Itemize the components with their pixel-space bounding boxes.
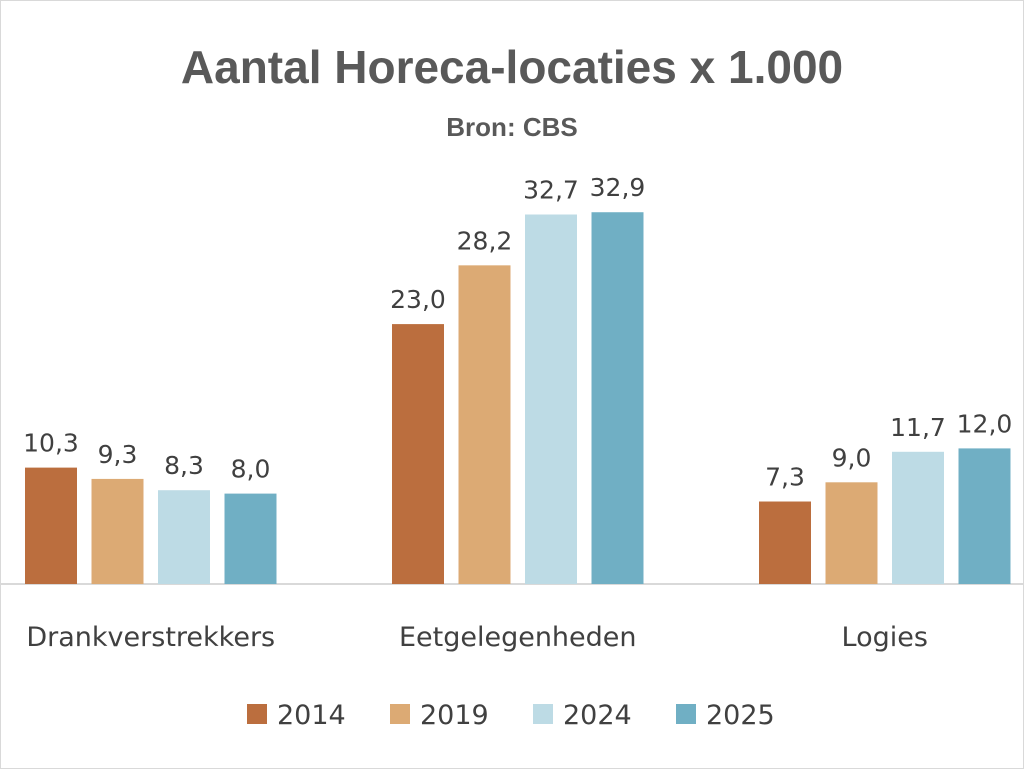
value-label-2019-logies: 9,0 — [832, 443, 872, 472]
bar-2024-drankverstrekkers — [158, 490, 210, 584]
chart-title: Aantal Horeca-locaties x 1.000 — [181, 41, 843, 93]
value-label-2014-eetgelegenheden: 23,0 — [390, 285, 446, 314]
category-label-drankverstrekkers: Drankverstrekkers — [26, 622, 275, 653]
bar-2025-eetgelegenheden — [591, 212, 644, 585]
value-label-2014-logies: 7,3 — [765, 463, 805, 492]
legend-label-2024: 2024 — [563, 700, 632, 731]
bars-layer — [25, 212, 1011, 585]
bar-2019-eetgelegenheden — [458, 265, 511, 584]
bar-2014-logies — [759, 501, 811, 584]
chart-subtitle: Bron: CBS — [446, 112, 577, 142]
bar-2024-eetgelegenheden — [525, 214, 577, 585]
value-label-2014-drankverstrekkers: 10,3 — [23, 429, 79, 458]
bar-2025-drankverstrekkers — [224, 493, 277, 584]
legend-swatch-2024 — [533, 704, 553, 724]
bar-2014-drankverstrekkers — [25, 467, 77, 584]
bar-2019-drankverstrekkers — [91, 478, 144, 584]
legend: 2014 2019 2024 2025 — [247, 700, 775, 731]
value-label-2024-eetgelegenheden: 32,7 — [523, 175, 579, 204]
value-label-2025-eetgelegenheden: 32,9 — [590, 173, 646, 202]
bar-2024-logies — [892, 451, 944, 584]
legend-swatch-2019 — [390, 704, 410, 724]
value-label-2024-logies: 11,7 — [890, 413, 946, 442]
category-label-eetgelegenheden: Eetgelegenheden — [399, 622, 637, 653]
value-label-2025-drankverstrekkers: 8,0 — [231, 455, 271, 484]
legend-label-2025: 2025 — [706, 700, 775, 731]
value-label-2024-drankverstrekkers: 8,3 — [164, 451, 204, 480]
bar-2019-logies — [825, 482, 878, 584]
bar-2025-logies — [958, 448, 1011, 584]
legend-swatch-2014 — [247, 704, 267, 724]
category-label-logies: Logies — [842, 622, 928, 653]
bar-2014-eetgelegenheden — [392, 324, 444, 584]
value-label-2025-logies: 12,0 — [957, 409, 1013, 438]
legend-swatch-2025 — [676, 704, 696, 724]
legend-label-2019: 2019 — [420, 700, 489, 731]
legend-label-2014: 2014 — [277, 700, 346, 731]
value-label-2019-eetgelegenheden: 28,2 — [457, 226, 513, 255]
value-label-2019-drankverstrekkers: 9,3 — [98, 440, 138, 469]
value-labels-layer: 10,3 9,3 8,3 8,0 23,0 28,2 32,7 32,9 7,3 9,0 11,7 1… — [23, 173, 1012, 491]
category-labels-layer: Drankverstrekkers Eetgelegenheden Logies — [26, 622, 928, 653]
